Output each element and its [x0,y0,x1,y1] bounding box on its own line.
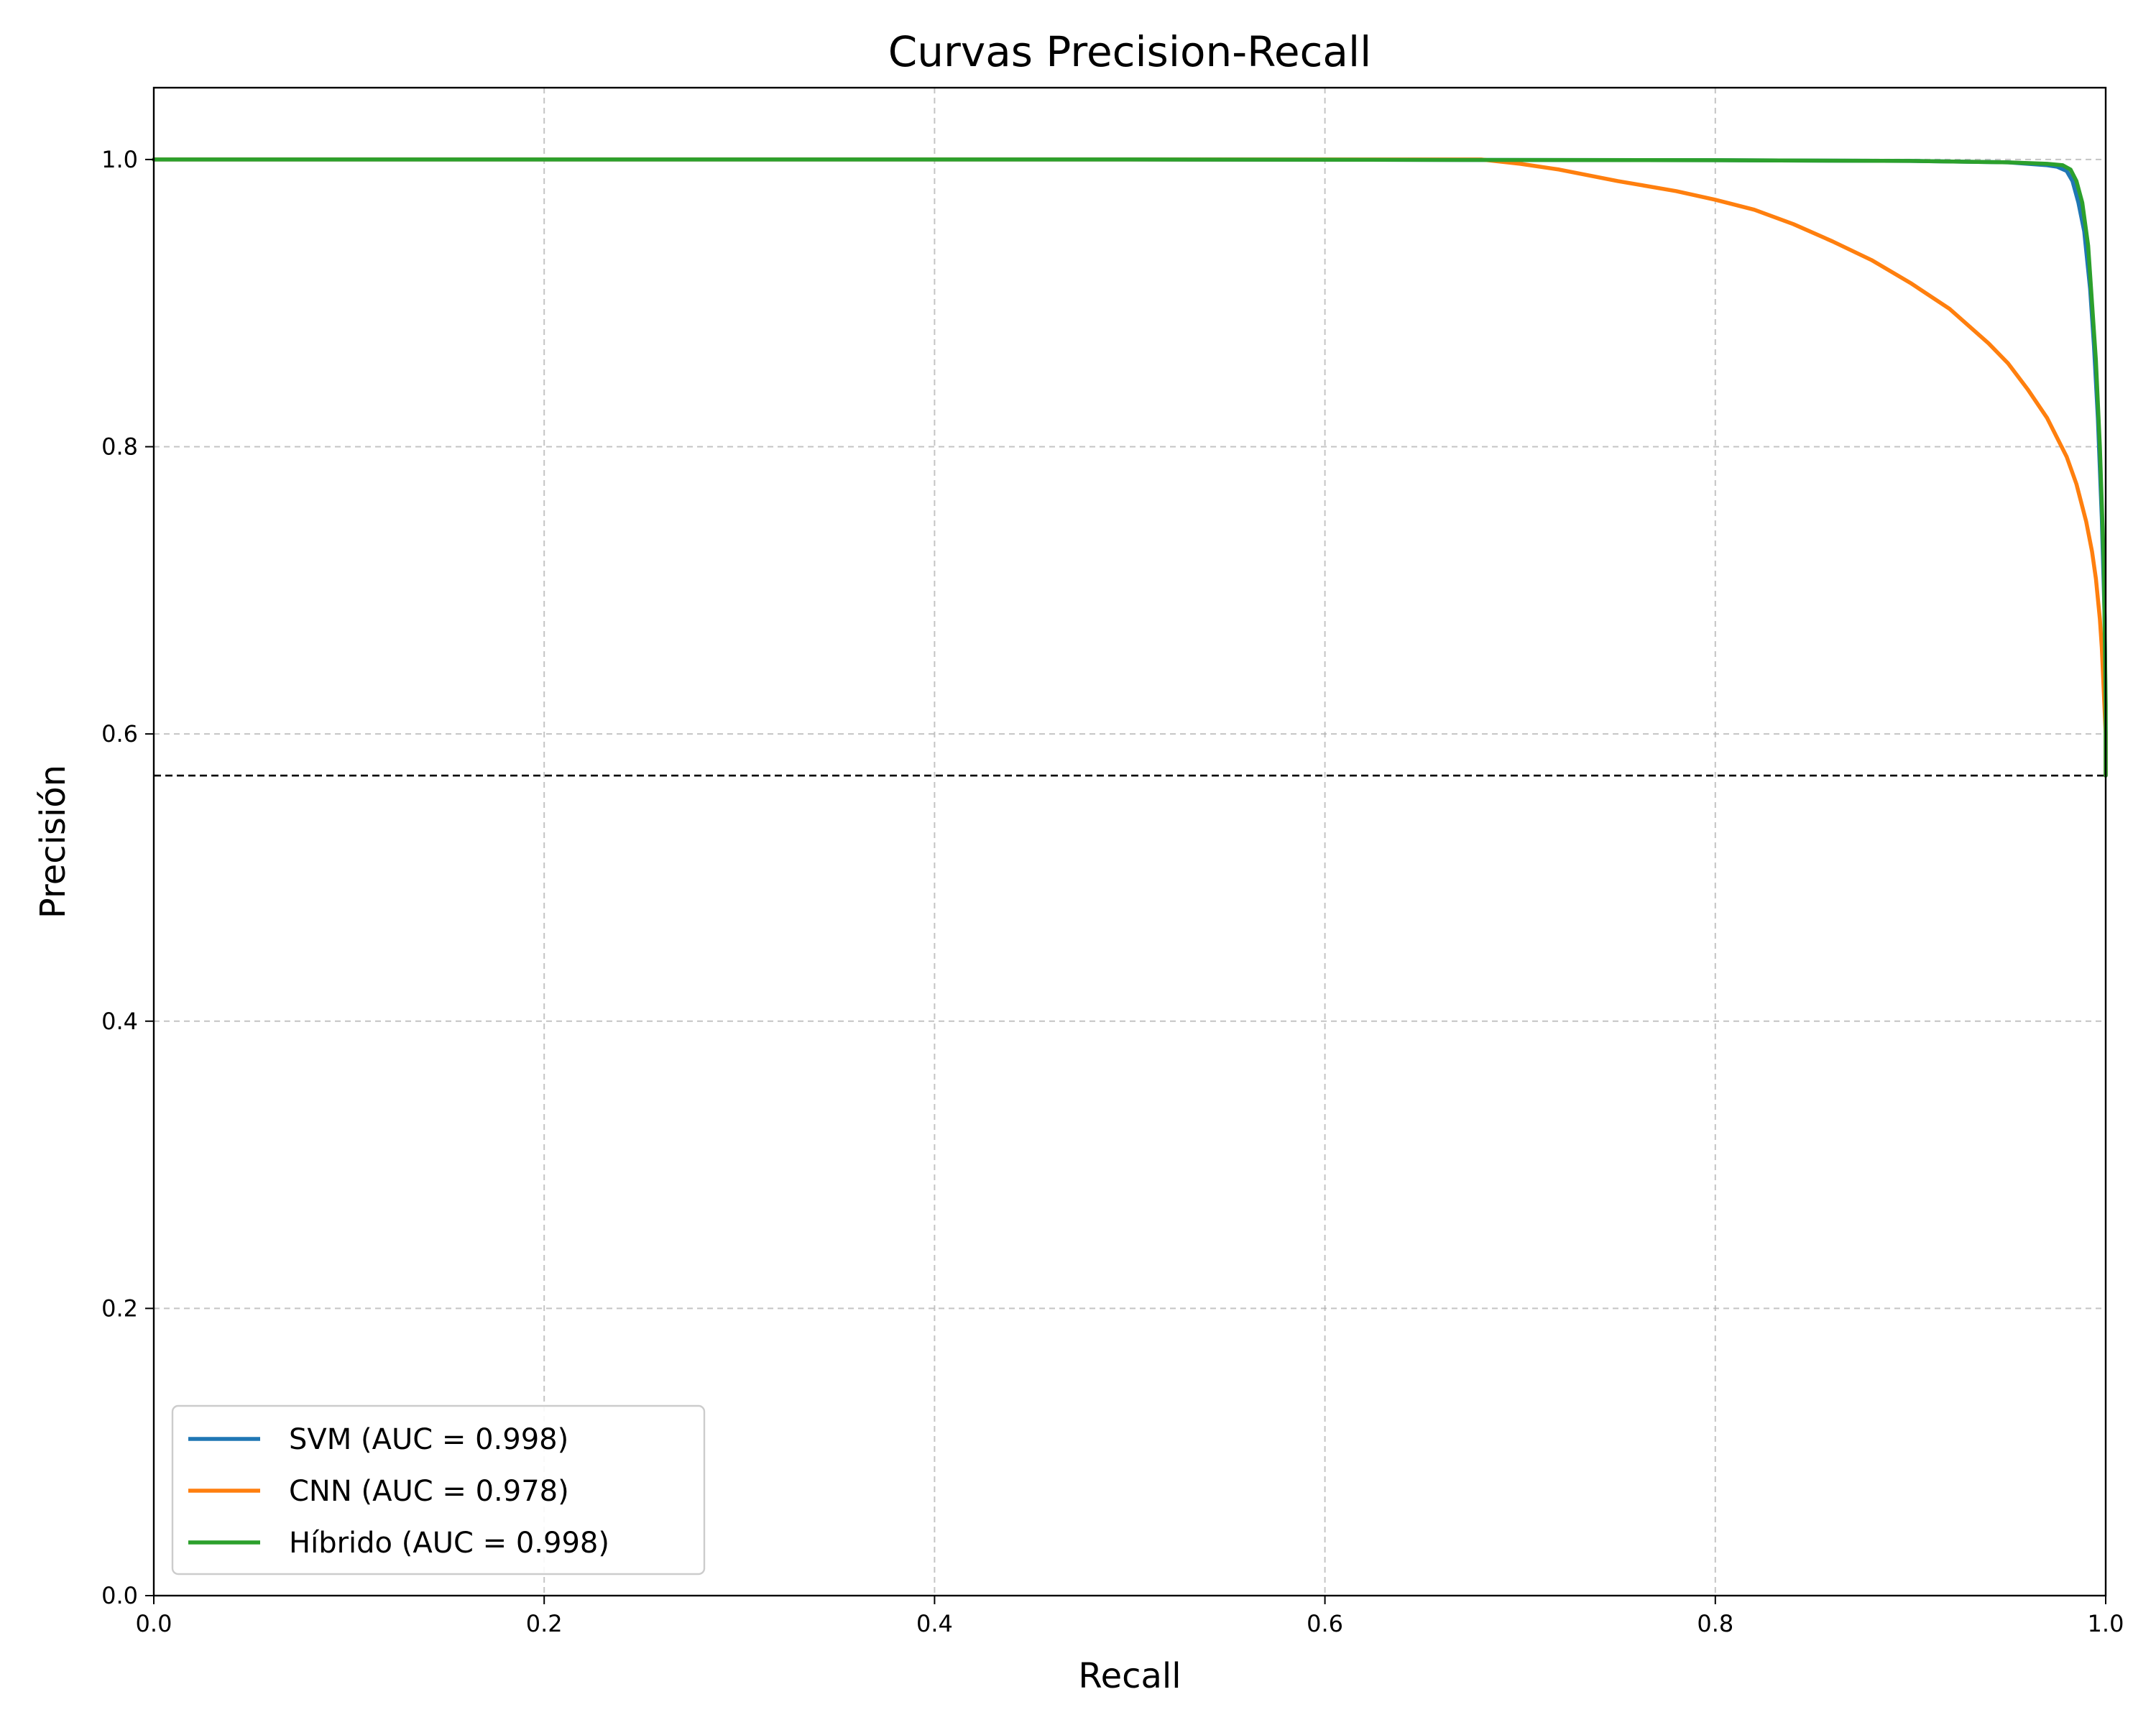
legend: SVM (AUC = 0.998) CNN (AUC = 0.978) Híbrid… [171,1404,706,1576]
y-tick-label: 0.6 [101,720,138,748]
x-tick-label: 0.2 [526,1610,563,1637]
x-tick-label: 0.0 [136,1610,172,1637]
legend-label: Híbrido (AUC = 0.998) [289,1527,609,1560]
legend-items: SVM (AUC = 0.998) CNN (AUC = 0.978) Híbrid… [188,1423,609,1560]
legend-box [171,1404,706,1576]
x-axis-ticks: 0.0 0.2 0.4 0.6 0.8 1.0 [136,1596,2124,1637]
y-tick-label: 0.4 [101,1008,138,1035]
series-layer [152,157,2108,778]
y-axis-ticks: 0.0 0.2 0.4 0.6 0.8 1.0 [101,146,154,1609]
plot-frame [152,86,2107,1597]
x-tick-label: 1.0 [2088,1610,2124,1637]
chart-title: Curvas Precision-Recall [888,27,1371,76]
x-tick-label: 0.4 [916,1610,953,1637]
y-tick-label: 0.2 [101,1294,138,1322]
y-tick-label: 0.8 [101,433,138,461]
series-line-1 [152,157,2108,778]
x-axis-label: Recall [1078,1656,1181,1696]
x-tick-label: 0.6 [1307,1610,1343,1637]
y-tick-label: 0.0 [101,1582,138,1609]
x-tick-label: 0.8 [1697,1610,1733,1637]
series-line-2 [152,157,2108,778]
legend-label: CNN (AUC = 0.978) [289,1475,569,1508]
y-tick-label: 1.0 [101,146,138,173]
legend-label: SVM (AUC = 0.998) [289,1423,568,1456]
y-axis-label: Precisión [33,765,73,919]
